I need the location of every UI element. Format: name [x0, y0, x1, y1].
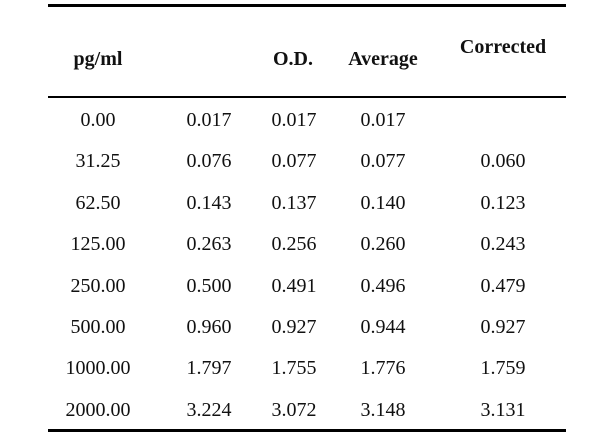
cell-od-1: 0.143	[186, 191, 232, 214]
cell-corrected: 0.123	[480, 191, 526, 214]
cell-corrected: 0.479	[480, 274, 526, 297]
cell-corrected: 0.060	[480, 150, 526, 173]
cell-od-1: 1.797	[186, 357, 232, 380]
table-row: 1000.00 1.797 1.755 1.776 1.759	[48, 348, 566, 389]
cell-average: 0.944	[360, 315, 406, 338]
cell-od-2: 1.755	[271, 357, 317, 380]
header-corrected: Corrected	[459, 36, 547, 58]
cell-average: 0.077	[360, 150, 406, 173]
cell-od-2: 0.077	[271, 150, 317, 173]
cell-corrected: 0.927	[480, 315, 526, 338]
cell-od-2: 0.256	[271, 233, 317, 256]
table-row: 31.25 0.076 0.077 0.077 0.060	[48, 141, 566, 182]
cell-concentration: 250.00	[70, 274, 126, 297]
cell-od-2: 0.927	[271, 315, 317, 338]
cell-concentration: 125.00	[70, 233, 126, 256]
cell-corrected: 3.131	[480, 398, 526, 421]
cell-concentration: 500.00	[70, 315, 126, 338]
cell-corrected: 0.243	[480, 233, 526, 256]
header-od: O.D.	[273, 48, 313, 70]
cell-concentration: 62.50	[75, 191, 121, 214]
table-row: 250.00 0.500 0.491 0.496 0.479	[48, 266, 566, 307]
cell-concentration: 2000.00	[65, 398, 131, 421]
table-row: 125.00 0.263 0.256 0.260 0.243	[48, 224, 566, 265]
table-header-rule	[48, 96, 566, 98]
cell-concentration: 1000.00	[65, 357, 131, 380]
cell-average: 0.140	[360, 191, 406, 214]
header-average: Average	[348, 48, 418, 70]
table-row: 62.50 0.143 0.137 0.140 0.123	[48, 183, 566, 224]
table-row: 500.00 0.960 0.927 0.944 0.927	[48, 307, 566, 348]
header-concentration: pg/ml	[73, 48, 123, 70]
table-row: 0.00 0.017 0.017 0.017	[48, 100, 566, 141]
cell-od-2: 0.491	[271, 274, 317, 297]
cell-concentration: 0.00	[80, 109, 116, 131]
cell-concentration: 31.25	[75, 150, 121, 173]
cell-od-1: 0.017	[186, 109, 232, 131]
cell-average: 3.148	[360, 398, 406, 421]
cell-corrected: 1.759	[480, 357, 526, 380]
cell-od-1: 0.960	[186, 315, 232, 338]
cell-average: 0.260	[360, 233, 406, 256]
cell-od-1: 3.224	[186, 398, 232, 421]
cell-od-1: 0.076	[186, 150, 232, 173]
cell-od-2: 0.017	[271, 109, 317, 131]
cell-average: 0.017	[360, 109, 406, 131]
table-bottom-rule	[48, 429, 566, 432]
cell-average: 0.496	[360, 274, 406, 297]
standard-curve-table: pg/ml O.D. Average Corrected 0.00 0.017 …	[48, 4, 566, 432]
cell-od-2: 0.137	[271, 191, 317, 214]
cell-average: 1.776	[360, 357, 406, 380]
table-row: 2000.00 3.224 3.072 3.148 3.131	[48, 390, 566, 431]
cell-od-1: 0.263	[186, 233, 232, 256]
table-body: 0.00 0.017 0.017 0.017 31.25 0.076 0.077…	[48, 100, 566, 431]
table-top-rule	[48, 4, 566, 7]
cell-od-1: 0.500	[186, 274, 232, 297]
cell-od-2: 3.072	[271, 398, 317, 421]
